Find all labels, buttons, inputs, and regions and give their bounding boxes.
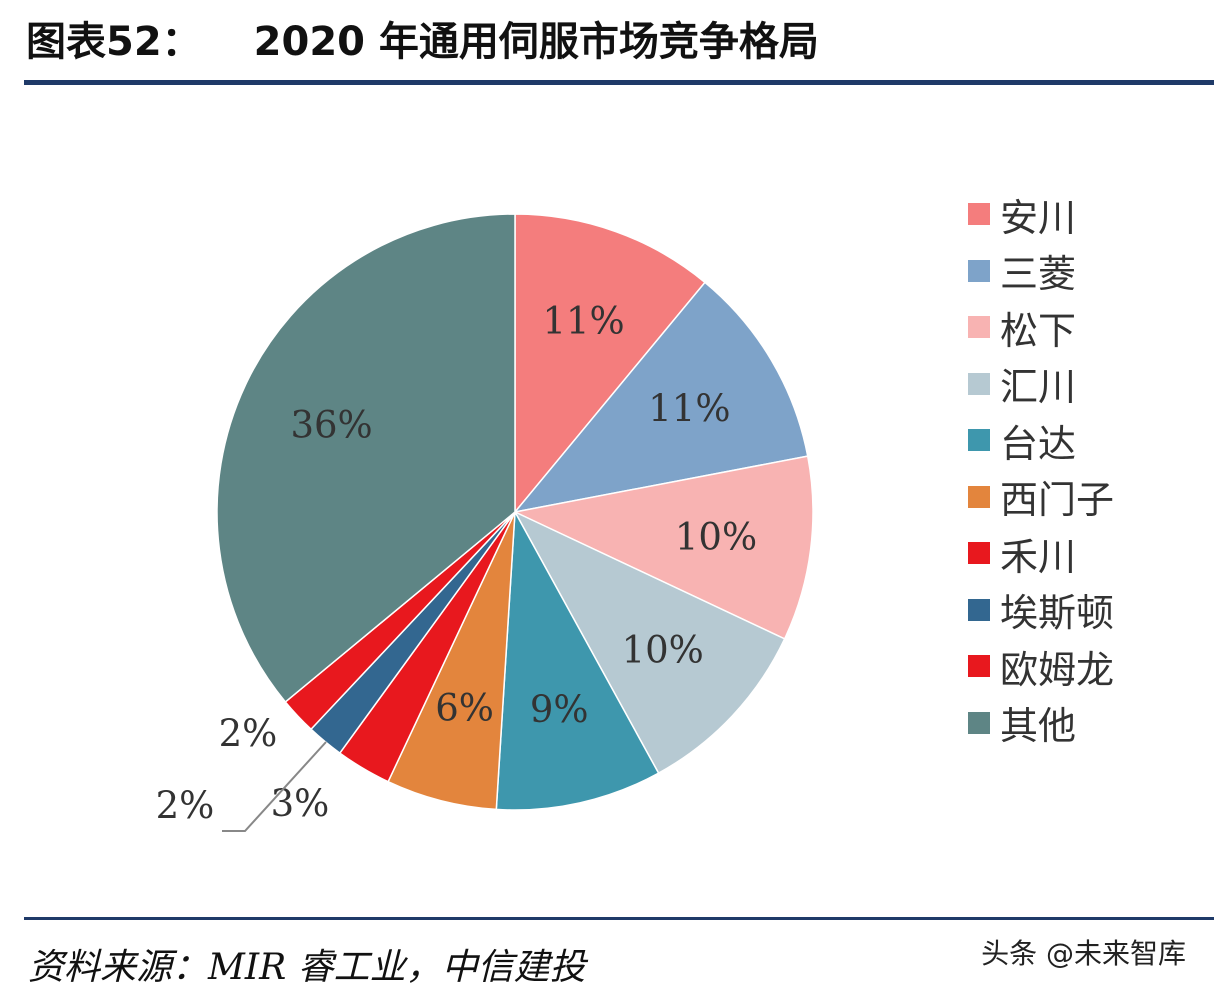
slice-label-6: 3%: [271, 782, 330, 825]
legend-label: 其他: [1000, 704, 1077, 749]
pie-slice-2: [512, 455, 814, 640]
legend-item-2: 松下: [968, 299, 1114, 356]
legend-label: 西门子: [1000, 478, 1115, 523]
legend-item-6: 禾川: [968, 525, 1114, 582]
legend-label: 安川: [1000, 195, 1077, 240]
bottom-rule: [24, 917, 1214, 920]
legend-item-3: 汇川: [968, 356, 1114, 413]
figure-title: 图表52： 2020 年通用伺服市场竞争格局: [26, 14, 819, 70]
legend-swatch: [968, 542, 990, 565]
figure-number: 图表52：: [26, 19, 202, 65]
watermark: 头条 @未来智库: [981, 937, 1186, 970]
slice-label-9: 36%: [290, 404, 372, 447]
slice-label-1: 11%: [648, 387, 730, 430]
pie-slice-9: [216, 213, 516, 704]
legend-label: 汇川: [1000, 365, 1077, 410]
pie-slice-1: [513, 281, 809, 514]
legend-item-1: 三菱: [968, 243, 1114, 300]
legend-item-0: 安川: [968, 186, 1114, 243]
legend-item-4: 台达: [968, 412, 1114, 469]
pie-slices: [216, 213, 814, 811]
slice-label-7: 2%: [156, 784, 215, 827]
legend-item-7: 埃斯顿: [968, 582, 1114, 639]
pie-slice-4: [495, 509, 660, 811]
leader-line-esteun: [222, 741, 327, 832]
slice-label-3: 10%: [622, 629, 704, 672]
legend-swatch: [968, 655, 990, 678]
slice-label-2: 10%: [675, 515, 757, 558]
slice-label-8: 2%: [219, 712, 278, 755]
legend-item-8: 欧姆龙: [968, 638, 1114, 695]
legend-label: 埃斯顿: [1000, 591, 1115, 636]
legend-item-5: 西门子: [968, 469, 1114, 526]
legend-label: 台达: [1000, 421, 1077, 466]
legend-swatch: [968, 598, 990, 621]
legend-swatch: [968, 203, 990, 226]
pie-slice-0: [514, 213, 707, 515]
slice-label-4: 9%: [530, 688, 589, 731]
legend-label: 禾川: [1000, 534, 1077, 579]
legend-swatch: [968, 485, 990, 508]
legend-label: 松下: [1000, 308, 1077, 353]
pie-slice-3: [513, 510, 786, 775]
legend-label: 欧姆龙: [1000, 647, 1115, 692]
legend-swatch: [968, 372, 990, 395]
legend-item-9: 其他: [968, 695, 1114, 752]
legend-swatch: [968, 259, 990, 282]
legend-swatch: [968, 316, 990, 339]
top-rule: [24, 80, 1214, 85]
slice-label-5: 6%: [435, 686, 494, 729]
legend: 安川三菱松下汇川台达西门子禾川埃斯顿欧姆龙其他: [968, 186, 1114, 751]
legend-swatch: [968, 429, 990, 452]
chart-title: 2020 年通用伺服市场竞争格局: [253, 19, 819, 65]
pie-labels: 11% 11% 10% 10% 9% 6% 3% 2%2% 36%: [156, 299, 757, 827]
legend-label: 三菱: [1000, 252, 1077, 297]
legend-swatch: [968, 711, 990, 734]
slice-label-0: 11%: [542, 299, 624, 342]
source-note: 资料来源：MIR 睿工业，中信建投: [28, 947, 586, 988]
